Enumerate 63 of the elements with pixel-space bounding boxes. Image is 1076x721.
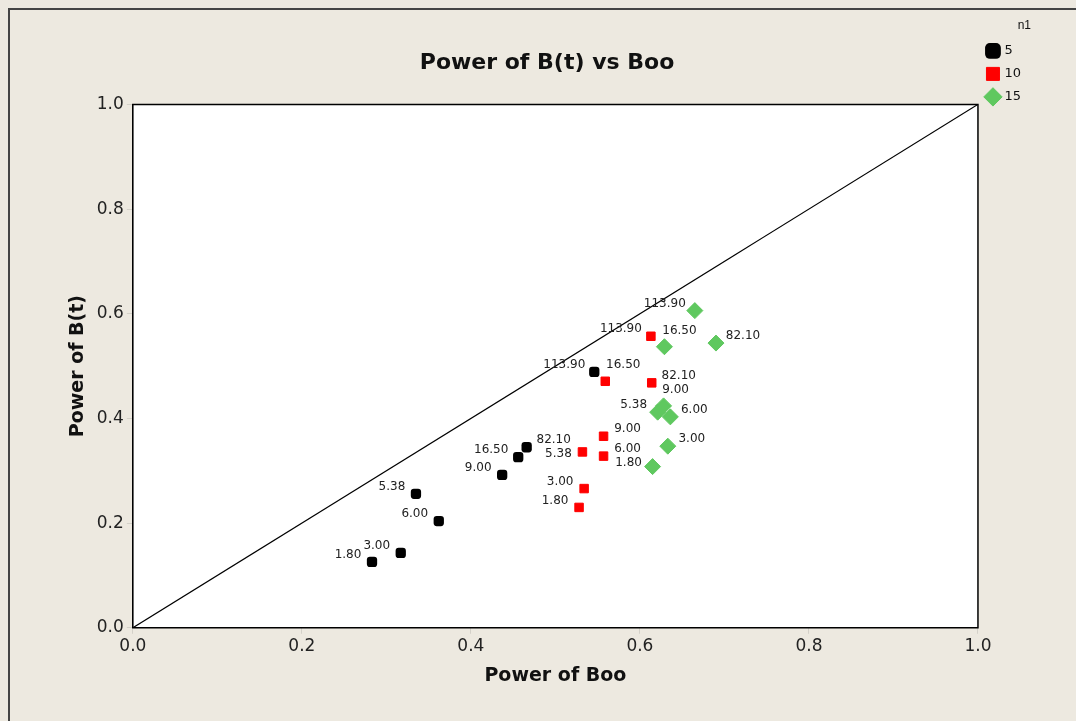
point	[655, 338, 673, 356]
legend-label: 5	[1004, 42, 1013, 58]
point	[521, 442, 532, 453]
annotation: 82.10	[536, 432, 571, 447]
point	[646, 331, 656, 342]
annotation: 16.50	[606, 357, 641, 372]
annotation: 1.80	[615, 454, 642, 469]
point	[433, 515, 444, 527]
point	[655, 397, 673, 415]
annotation: 6.00	[614, 441, 641, 456]
point	[600, 376, 610, 387]
point	[513, 452, 524, 463]
annotation: 82.10	[661, 367, 696, 382]
point	[659, 437, 677, 455]
point	[410, 488, 422, 499]
point	[577, 447, 588, 457]
annotation: 3.00	[546, 473, 574, 488]
y-tick-label: 0.2	[96, 511, 124, 532]
annotation: 82.10	[725, 328, 761, 343]
point	[647, 378, 657, 388]
point	[395, 547, 406, 559]
annotation: 6.00	[680, 401, 708, 416]
y-tick-label: 0.6	[96, 302, 124, 323]
x-tick-label: 1.0	[964, 635, 992, 656]
point	[707, 334, 725, 352]
y-tick-label: 0.8	[96, 197, 124, 218]
point	[598, 451, 609, 461]
annotation: 16.50	[474, 442, 509, 457]
y-tick-label: 0.4	[96, 406, 124, 427]
annotation: 9.00	[464, 460, 492, 475]
x-tick-label: 0.4	[457, 635, 485, 656]
annotation: 9.00	[614, 421, 641, 436]
point	[579, 483, 589, 494]
point	[644, 458, 662, 476]
point	[574, 502, 584, 513]
y-tick-label: 0.0	[96, 616, 124, 637]
legend-label: 10	[1004, 65, 1021, 81]
annotation: 6.00	[401, 506, 429, 521]
point	[686, 302, 704, 320]
annotation: 1.80	[334, 546, 362, 561]
point	[598, 431, 609, 441]
y-axis-title: Power of B(t)	[65, 294, 88, 438]
point	[661, 408, 679, 426]
x-tick-label: 0.6	[626, 635, 654, 656]
legend-label: 15	[1004, 88, 1021, 104]
annotation: 5.38	[545, 446, 572, 461]
annotation: 9.00	[662, 382, 689, 396]
legend-title: n1	[1017, 18, 1032, 33]
annotation: 5.38	[620, 397, 648, 412]
x-tick-label: 0.8	[795, 635, 823, 656]
x-tick-label: 0.0	[119, 635, 147, 656]
annotation: 5.38	[378, 478, 406, 493]
y-tick-label: 1.0	[96, 92, 124, 113]
chart-title: Power of B(t) vs Boo	[419, 48, 675, 74]
x-axis-title: Power of Boo	[484, 662, 627, 685]
point	[589, 366, 600, 378]
annotation: 3.00	[363, 538, 391, 553]
point	[497, 469, 508, 481]
point	[366, 556, 378, 567]
annotation: 1.80	[541, 492, 569, 507]
annotation: 16.50	[662, 322, 697, 337]
x-tick-label: 0.2	[288, 635, 316, 656]
annotation: 3.00	[678, 431, 706, 446]
